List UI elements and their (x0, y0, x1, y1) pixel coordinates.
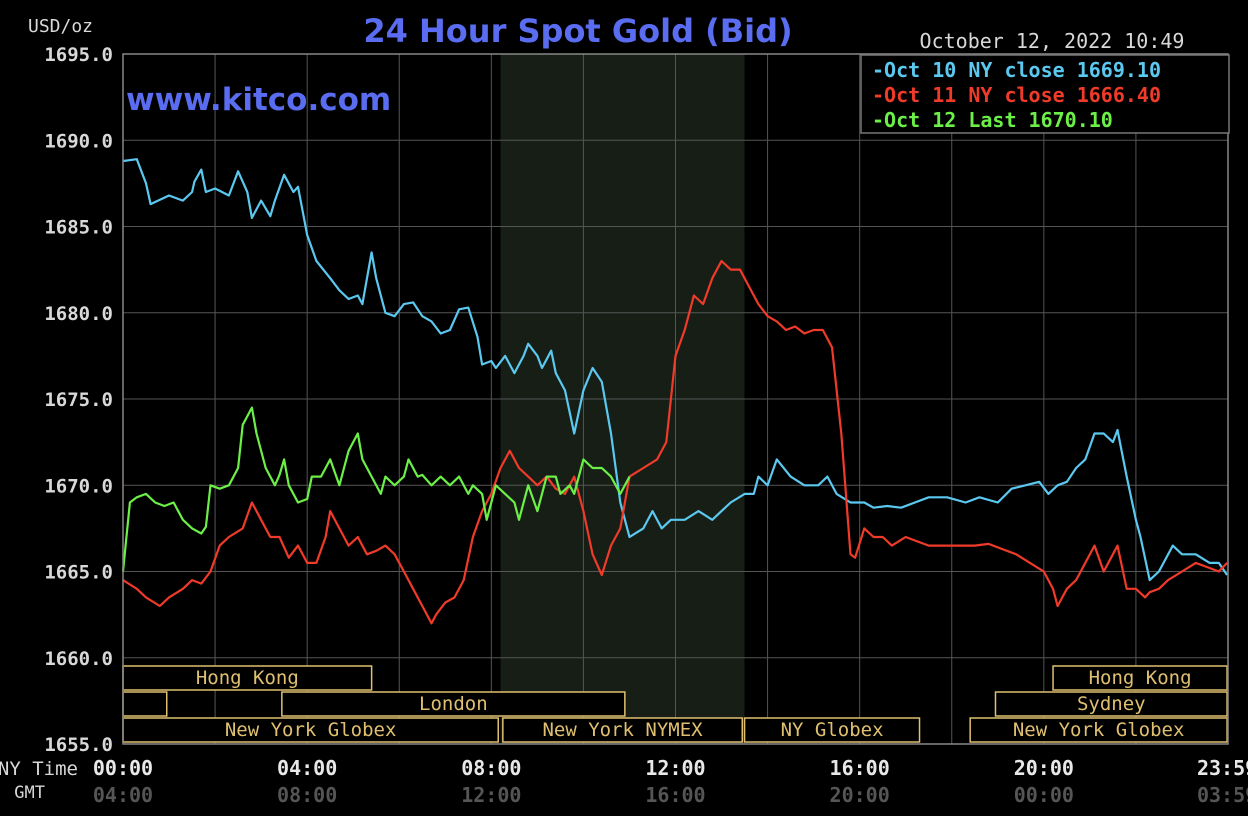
plot-frame (122, 53, 1229, 745)
y-axis-ticks: 1695.0 1690.0 1685.0 1680.0 1675.0 1670.0 1665… (44, 44, 113, 756)
y-axis-unit-label: USD/oz (28, 16, 93, 37)
session-label: NY Globex (781, 719, 884, 741)
session-bar (122, 691, 168, 717)
y-tick-label: 1680.0 (44, 303, 113, 325)
x-axis-label-ny-time: NY Time (0, 758, 78, 780)
y-tick-label: 1670.0 (44, 475, 113, 497)
session-label: Hong Kong (1089, 667, 1192, 689)
x-tick-label-gmt: 12:00 (461, 783, 521, 807)
price-series (121, 158, 1229, 625)
session-bar (743, 717, 921, 743)
legend-entry: -Oct 12 Last 1670.10 (872, 108, 1113, 132)
y-tick-label: 1660.0 (44, 648, 113, 670)
y-tick-label: 1690.0 (44, 130, 113, 152)
market-sessions: Hong Kong London New York Globex New York N… (122, 665, 1228, 743)
y-tick-label: 1665.0 (44, 562, 113, 584)
legend-entry: -Oct 11 NY close 1666.40 (872, 83, 1161, 107)
x-tick-label-ny: 16:00 (830, 756, 890, 780)
legend-entry: -Oct 10 NY close 1669.10 (872, 58, 1161, 82)
session-bar (969, 717, 1228, 743)
y-tick-label: 1695.0 (44, 44, 113, 66)
chart-timestamp: October 12, 2022 10:49 (920, 29, 1185, 53)
x-axis-ticks: 00:00 04:00 04:00 08:00 08:00 12:00 12:00 16:00… (93, 756, 1248, 807)
x-tick-label-gmt: 00:00 (1014, 783, 1074, 807)
session-bar (122, 665, 373, 691)
legend-box (860, 54, 1230, 134)
series-line (122, 259, 1228, 625)
session-bar (122, 717, 499, 743)
x-tick-label-gmt: 20:00 (830, 783, 890, 807)
session-label: Hong Kong (196, 667, 299, 689)
y-tick-label: 1655.0 (44, 734, 113, 756)
session-label: London (419, 693, 488, 715)
session-label: New York NYMEX (542, 719, 703, 741)
x-axis-label-gmt: GMT (14, 783, 45, 803)
x-tick-label-ny: 12:00 (645, 756, 705, 780)
chart-grid (122, 53, 1229, 745)
session-bar (502, 717, 744, 743)
x-tick-label-gmt: 04:00 (93, 783, 153, 807)
chart-title: 24 Hour Spot Gold (Bid) (363, 12, 792, 50)
x-tick-label-ny: 23:59 (1197, 756, 1248, 780)
watermark-url: www.kitco.com (126, 82, 391, 118)
x-tick-label-ny: 20:00 (1014, 756, 1074, 780)
x-tick-label-gmt: 16:00 (645, 783, 705, 807)
session-label: New York Globex (1013, 719, 1185, 741)
chart-legend: -Oct 10 NY close 1669.10-Oct 11 NY close… (860, 54, 1230, 134)
x-tick-label-gmt: 08:00 (277, 783, 337, 807)
series-line (121, 406, 631, 572)
x-tick-label-gmt: 03:59 (1197, 783, 1248, 807)
x-tick-label-ny: 08:00 (461, 756, 521, 780)
session-bar (1052, 665, 1228, 691)
session-bar (281, 691, 626, 717)
session-bar (994, 691, 1228, 717)
session-label: New York Globex (225, 719, 397, 741)
x-tick-label-ny: 04:00 (277, 756, 337, 780)
y-tick-label: 1685.0 (44, 217, 113, 239)
y-tick-label: 1675.0 (44, 389, 113, 411)
session-label: Sydney (1077, 693, 1146, 715)
series-line (122, 158, 1229, 582)
x-tick-label-ny: 00:00 (93, 756, 153, 780)
